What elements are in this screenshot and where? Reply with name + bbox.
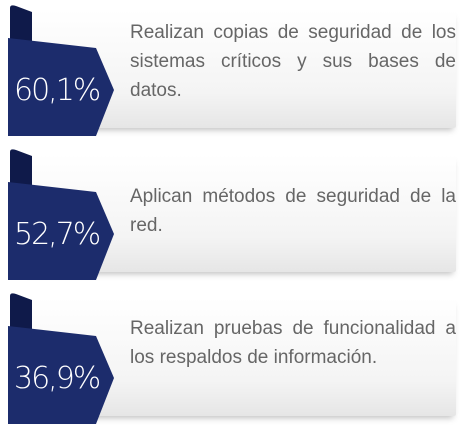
- item: 60,1% Realizan copias de seguridad de lo…: [0, 4, 462, 139]
- ribbon: [8, 5, 114, 136]
- description: Realizan copias de seguridad de los sist…: [130, 22, 456, 101]
- percent: 60,1%: [14, 73, 101, 108]
- item: 52,7% Aplican métodos de seguridad de la…: [0, 148, 462, 283]
- ribbon: [8, 149, 114, 280]
- item: 36,9% Realizan pruebas de funcionalidad …: [0, 292, 462, 427]
- percent: 52,7%: [14, 217, 101, 252]
- ribbon: [8, 293, 114, 424]
- percent: 36,9%: [14, 361, 101, 396]
- description: Aplican métodos de seguridad de la red.: [130, 186, 456, 236]
- description: Realizan pruebas de funcionalidad a los …: [130, 318, 456, 368]
